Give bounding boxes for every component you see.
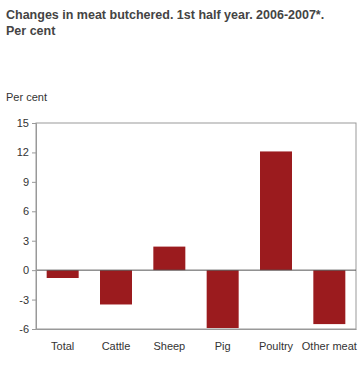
y-tick-mark <box>32 300 36 301</box>
y-tick-mark <box>32 152 36 153</box>
y-axis-label: Per cent <box>6 91 47 103</box>
x-tick-label: Poultry <box>259 340 294 352</box>
y-tick: 12 <box>17 146 36 158</box>
y-tick-mark <box>32 270 36 271</box>
y-tick-label: 12 <box>17 146 29 158</box>
x-tick: Poultry <box>259 329 294 352</box>
x-tick: Sheep <box>153 329 185 352</box>
bar <box>153 247 185 271</box>
y-tick-label: 0 <box>23 264 29 276</box>
x-tick: Other meat <box>302 329 357 352</box>
x-axis: Total Cattle Sheep Pig Poultry Other meat <box>37 329 357 352</box>
y-tick-label: 15 <box>17 117 29 129</box>
y-tick-label: 3 <box>23 235 29 247</box>
bars <box>47 151 346 328</box>
y-tick-mark <box>32 211 36 212</box>
x-tick-label: Sheep <box>153 340 185 352</box>
x-tick: Cattle <box>102 329 131 352</box>
chart: Changes in meat butchered. 1st half year… <box>0 0 362 371</box>
x-axis-line <box>37 329 357 330</box>
bar <box>260 151 292 270</box>
y-tick-mark <box>32 241 36 242</box>
y-tick-label: -6 <box>19 323 29 335</box>
bar <box>313 270 345 324</box>
x-tick-label: Pig <box>215 340 231 352</box>
y-tick-label: 9 <box>23 176 29 188</box>
bar <box>47 270 79 278</box>
y-tick-label: -3 <box>19 294 29 306</box>
x-tick-label: Total <box>51 340 74 352</box>
y-tick: 6 <box>23 205 36 217</box>
x-tick-label: Other meat <box>302 340 357 352</box>
bar <box>100 270 132 304</box>
zero-line <box>36 270 356 271</box>
y-tick: -6 <box>19 323 36 335</box>
x-tick: Total <box>51 329 74 352</box>
y-tick-label: 6 <box>23 205 29 217</box>
y-tick-mark <box>32 182 36 183</box>
y-tick: 9 <box>23 176 36 188</box>
x-tick: Pig <box>215 329 231 352</box>
bar <box>207 270 239 328</box>
y-tick: 0 <box>23 264 36 276</box>
y-tick: -3 <box>19 294 36 306</box>
y-tick: 15 <box>17 117 36 129</box>
y-axis: -6 -3 0 3 6 9 12 15 <box>17 117 37 335</box>
x-tick-label: Cattle <box>102 340 131 352</box>
y-tick-mark <box>32 329 36 330</box>
title: Changes in meat butchered. 1st half year… <box>6 8 324 22</box>
subtitle: Per cent <box>6 24 56 38</box>
y-axis-line <box>32 124 37 330</box>
plot-frame <box>36 123 356 329</box>
y-tick-mark <box>32 123 36 124</box>
y-tick: 3 <box>23 235 36 247</box>
